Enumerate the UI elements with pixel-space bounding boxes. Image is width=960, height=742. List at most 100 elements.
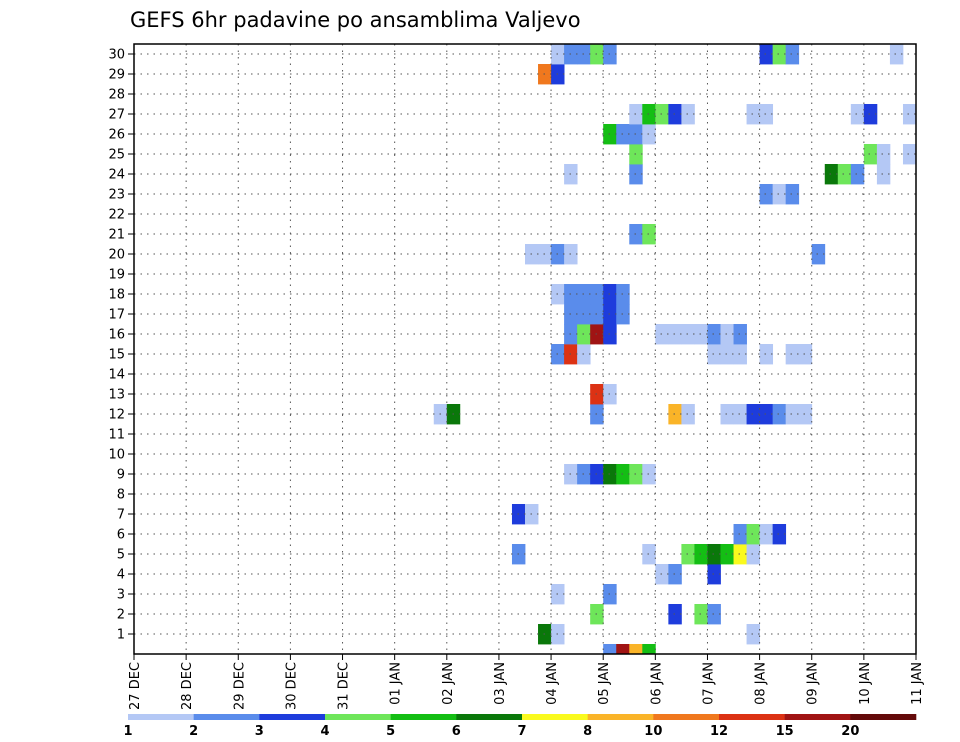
heatmap-cell <box>785 344 800 365</box>
y-tick-label: 20 <box>108 248 125 263</box>
y-tick-label: 1 <box>117 628 125 643</box>
colorbar-segment <box>325 714 391 720</box>
y-tick-label: 16 <box>108 328 125 343</box>
colorbar-label: 1 <box>123 724 132 739</box>
heatmap-cell <box>720 324 734 345</box>
heatmap-cell <box>642 124 656 145</box>
heatmap-cell <box>772 524 787 545</box>
heatmap-cell <box>746 544 760 565</box>
y-tick-label: 29 <box>108 68 125 83</box>
heatmap-cell <box>889 44 904 65</box>
heatmap-cell <box>759 104 774 125</box>
heatmap-cell <box>707 604 721 625</box>
y-tick-label: 18 <box>108 288 125 303</box>
grid-lines <box>134 44 916 654</box>
heatmap-cell <box>902 104 917 125</box>
heatmap-cell <box>772 404 787 425</box>
heatmap-cell <box>824 164 839 185</box>
colorbar-segment <box>456 714 523 720</box>
colorbar-label: 8 <box>583 724 592 739</box>
heatmap-cell <box>720 404 734 425</box>
heatmap-cell <box>668 324 682 345</box>
heatmap-cell <box>655 324 669 345</box>
x-axis: 27 DEC 28 DEC 29 DEC 30 DEC 31 DEC 01 JAN 02 J… <box>128 654 925 710</box>
heatmap-cell <box>681 104 695 125</box>
heatmap-cell <box>733 324 747 345</box>
heatmap-cell <box>642 464 656 485</box>
heatmap-cell <box>746 104 760 125</box>
x-tick-label: 06 JAN <box>649 662 664 705</box>
colorbar-segment <box>850 714 917 720</box>
y-tick-label: 28 <box>108 88 125 103</box>
heatmap-cell <box>798 404 813 425</box>
heatmap-cell <box>642 644 656 654</box>
y-tick-label: 27 <box>108 108 125 123</box>
colorbar-legend: 1 2 3 4 5 6 7 8 10 12 15 20 <box>123 714 917 739</box>
y-tick-label: 5 <box>117 548 125 563</box>
x-tick-label: 30 DEC <box>284 662 299 710</box>
heatmap-cell <box>733 524 747 545</box>
heatmap-cell <box>811 244 826 265</box>
colorbar-label: 20 <box>841 724 859 739</box>
heatmap-cell <box>694 324 708 345</box>
heatmap-cell <box>655 104 669 125</box>
heatmap-cell <box>668 604 682 625</box>
heatmap-cell <box>876 144 891 165</box>
colorbar-label: 6 <box>452 724 461 739</box>
colorbar-label: 15 <box>776 724 794 739</box>
heatmap-cell <box>772 44 787 65</box>
y-tick-label: 23 <box>108 188 125 203</box>
x-tick-label: 02 JAN <box>441 662 456 705</box>
heatmap-cell <box>694 604 708 625</box>
heatmap-cell <box>772 184 787 205</box>
y-tick-label: 17 <box>108 308 125 323</box>
heatmap-cell <box>668 104 682 125</box>
heatmap-cell <box>785 184 800 205</box>
colorbar-label: 3 <box>255 724 264 739</box>
y-tick-label: 10 <box>108 448 125 463</box>
heatmap-cell <box>642 544 656 565</box>
y-tick-label: 13 <box>108 388 125 403</box>
y-tick-label: 9 <box>117 468 125 483</box>
x-tick-label: 29 DEC <box>232 662 247 710</box>
y-tick-label: 19 <box>108 268 125 283</box>
x-tick-label: 05 JAN <box>597 662 612 705</box>
y-tick-label: 8 <box>117 488 125 503</box>
heatmap-cell <box>668 564 682 585</box>
y-tick-label: 4 <box>117 568 125 583</box>
heatmap-cell <box>603 644 617 654</box>
heatmap-cell <box>837 164 852 185</box>
x-tick-label: 11 JAN <box>910 662 925 705</box>
colorbar-segment <box>193 714 260 720</box>
x-tick-label: 10 JAN <box>858 662 873 705</box>
colorbar-segment <box>784 714 851 720</box>
colorbar-segment <box>719 714 785 720</box>
y-tick-label: 21 <box>108 228 125 243</box>
heatmap-cell <box>642 104 656 125</box>
colorbar-segment <box>587 714 654 720</box>
y-tick-label: 26 <box>108 128 125 143</box>
heatmap-cell <box>681 544 695 565</box>
heatmap-cells <box>433 44 917 654</box>
heatmap-cell <box>759 44 774 65</box>
heatmap-cell <box>850 164 865 185</box>
colorbar-segment <box>390 714 457 720</box>
colorbar-label: 7 <box>517 724 526 739</box>
y-tick-label: 15 <box>108 348 125 363</box>
y-tick-label: 2 <box>117 608 125 623</box>
heatmap-cell <box>668 404 682 425</box>
heatmap-cell <box>746 404 760 425</box>
heatmap-cell <box>707 544 721 565</box>
heatmap-cell <box>902 144 917 165</box>
heatmap-cell <box>746 624 760 645</box>
heatmap-cell <box>655 564 669 585</box>
x-tick-label: 07 JAN <box>701 662 716 705</box>
y-tick-label: 22 <box>108 208 125 223</box>
heatmap-cell <box>785 44 800 65</box>
y-tick-label: 30 <box>108 48 125 63</box>
heatmap-cell <box>629 644 643 654</box>
y-axis: 1234567891011121314151617181920212223242… <box>108 48 134 643</box>
heatmap-cell <box>876 164 891 185</box>
x-tick-label: 03 JAN <box>493 662 508 705</box>
